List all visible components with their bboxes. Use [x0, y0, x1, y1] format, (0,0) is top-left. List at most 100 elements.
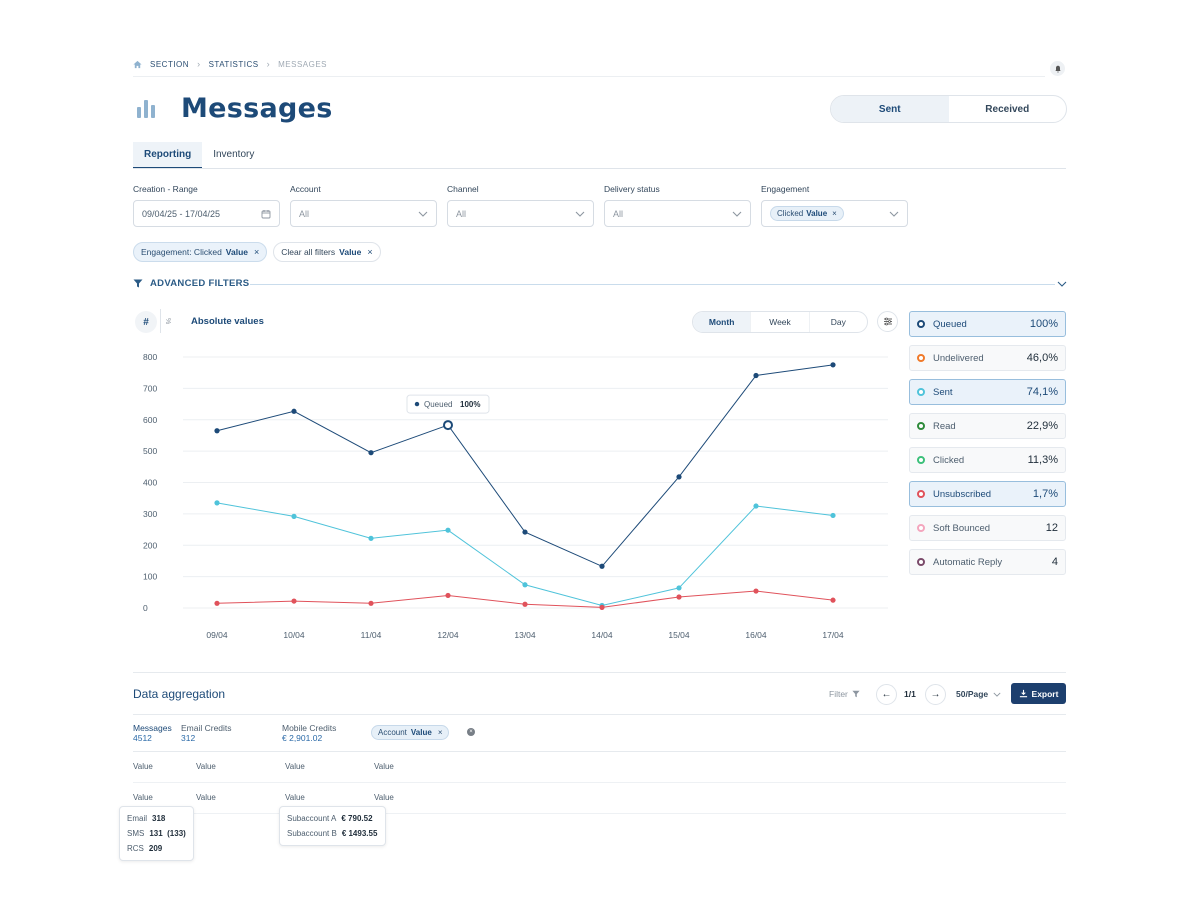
legend-item-automatic-reply[interactable]: Automatic Reply 4 [909, 549, 1066, 575]
legend-item-undelivered[interactable]: Undelivered 46,0% [909, 345, 1066, 371]
breadcrumb-statistics[interactable]: STATISTICS [208, 59, 259, 69]
chart-legend: Queued 100% Undelivered 46,0% Sent 74,1% Read 2… [909, 311, 1066, 583]
highlighted-point [443, 420, 453, 431]
filter-delivery-status: Delivery status All [604, 184, 751, 227]
legend-dot-icon [917, 558, 925, 566]
filter-label: Creation - Range [133, 184, 198, 194]
export-label: Export [1031, 688, 1059, 699]
filter-channel: Channel All [447, 184, 594, 227]
breadcrumb: SECTION › STATISTICS › MESSAGES [133, 59, 327, 69]
legend-value: 46,0% [1026, 352, 1058, 364]
bell-icon [1054, 65, 1061, 73]
aggregation-filter-button[interactable]: Filter [829, 689, 860, 699]
data-point [599, 563, 605, 569]
data-point [214, 428, 220, 434]
chart-settings-button[interactable] [877, 311, 898, 332]
home-icon[interactable] [133, 60, 142, 69]
date-range-input[interactable]: 09/04/25 - 17/04/25 [133, 200, 280, 227]
advanced-filters-toggle[interactable]: ADVANCED FILTERS [133, 278, 249, 289]
x-tick-label: 13/04 [514, 630, 536, 640]
tooltip-value: 131 (133) [149, 829, 186, 838]
filter-label: Filter [829, 689, 848, 699]
tab-reporting[interactable]: Reporting [133, 142, 203, 169]
delivery-status-value: All [613, 208, 624, 219]
clear-icon[interactable]: × [467, 728, 475, 736]
table-cell: Value [374, 793, 394, 802]
legend-dot-icon [917, 388, 925, 396]
legend-label: Soft Bounced [933, 522, 991, 534]
period-week[interactable]: Week [750, 312, 808, 332]
percentage-button[interactable]: % [160, 309, 174, 333]
delivery-status-select[interactable]: All [604, 200, 751, 227]
legend-label: Unsubscribed [933, 488, 992, 500]
period-month[interactable]: Month [693, 312, 751, 332]
x-tick-label: 09/04 [206, 630, 228, 640]
tooltip-value: 209 [148, 844, 163, 853]
x-tick-label: 14/04 [591, 630, 613, 640]
export-button[interactable]: Export [1011, 683, 1066, 704]
next-page-button[interactable]: → [925, 684, 946, 705]
close-icon[interactable]: × [437, 728, 443, 737]
engagement-select[interactable]: Clicked Value × [761, 200, 908, 227]
breadcrumb-section[interactable]: SECTION [150, 59, 190, 69]
chevron-down-icon[interactable] [1057, 281, 1067, 287]
close-icon[interactable]: × [254, 247, 260, 257]
legend-item-unsubscribed[interactable]: Unsubscribed 1,7% [909, 481, 1066, 507]
legend-item-soft-bounced[interactable]: Soft Bounced 12 [909, 515, 1066, 541]
account-select[interactable]: All [290, 200, 437, 227]
subaccount-breakdown-tooltip: Subaccount A € 790.52 Subaccount B € 1493.5… [279, 806, 386, 846]
legend-label: Read [933, 420, 956, 432]
close-icon[interactable]: × [367, 247, 373, 257]
calendar-icon [261, 209, 271, 218]
funnel-icon [852, 690, 860, 698]
toggle-sent[interactable]: Sent [831, 96, 949, 122]
account-chip: Account Value × [371, 725, 450, 740]
clear-all-filters-chip[interactable]: Clear all filters Value × [273, 242, 381, 262]
data-point [445, 592, 451, 599]
period-day[interactable]: Day [808, 312, 867, 332]
x-tick-label: 17/04 [822, 630, 844, 640]
previous-page-button[interactable]: ← [876, 684, 897, 705]
toggle-received[interactable]: Received [985, 103, 1030, 115]
filter-label: Delivery status [604, 184, 660, 194]
arrow-left-icon: ← [881, 689, 892, 700]
table-cell: Value [133, 762, 153, 771]
filter-label: Channel [447, 184, 479, 194]
absolute-values-button[interactable]: # [135, 311, 157, 333]
breadcrumb-divider [133, 76, 1045, 77]
close-icon[interactable]: × [832, 209, 837, 218]
data-point [445, 527, 451, 533]
data-point [830, 512, 836, 519]
x-tick-label: 16/04 [745, 630, 767, 640]
sliders-icon [883, 317, 892, 326]
advanced-filters-divider [250, 284, 1055, 285]
legend-dot-icon [917, 354, 925, 362]
legend-item-sent[interactable]: Sent 74,1% [909, 379, 1066, 405]
legend-item-read[interactable]: Read 22,9% [909, 413, 1066, 439]
stat-label: Messages [133, 723, 172, 733]
tab-inventory[interactable]: Inventory [213, 149, 255, 160]
chip-value: Value [225, 247, 249, 257]
legend-dot-icon [917, 524, 925, 532]
chart-tooltip: Queued 100% [406, 394, 490, 414]
aggregation-title: Data aggregation [133, 687, 226, 701]
series-line-sent [216, 502, 834, 607]
table-cell: Value [196, 793, 216, 802]
table-cell: Value [133, 793, 153, 802]
legend-value: 74,1% [1026, 386, 1058, 398]
y-tick-label: 700 [143, 383, 157, 393]
per-page-value: 50/Page [956, 689, 989, 699]
filter-creation-range: Creation - Range 09/04/25 - 17/04/25 [133, 184, 280, 227]
data-point [599, 604, 605, 610]
legend-item-queued[interactable]: Queued 100% [909, 311, 1066, 337]
per-page-select[interactable]: 50/Page [956, 689, 1001, 699]
legend-dot-icon [917, 320, 925, 328]
channel-select[interactable]: All [447, 200, 594, 227]
legend-item-clicked[interactable]: Clicked 11,3% [909, 447, 1066, 473]
breadcrumb-messages: MESSAGES [278, 59, 328, 69]
data-point [522, 601, 528, 607]
tooltip-row: SMS 131 (133) [127, 826, 186, 841]
active-filter-chip: Engagement: Clicked Value × [133, 242, 268, 262]
table-header-divider [133, 751, 1066, 752]
notifications-button[interactable] [1050, 61, 1065, 76]
